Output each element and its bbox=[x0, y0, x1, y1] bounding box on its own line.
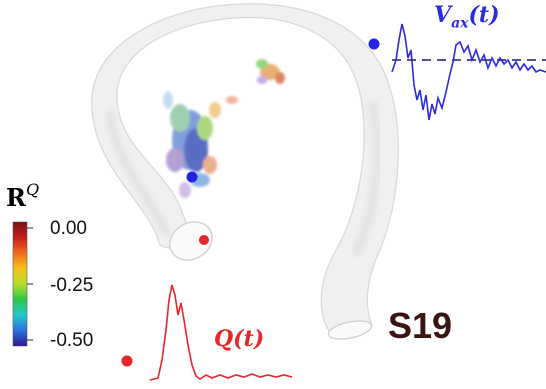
outlet-opening bbox=[327, 320, 373, 340]
inlet-marker-dot bbox=[199, 235, 209, 245]
outlet-signal-marker-dot bbox=[368, 38, 380, 50]
colorbar-title-main: R bbox=[6, 183, 26, 212]
colorbar-tick-label: -0.50 bbox=[50, 330, 94, 351]
subject-label: S19 bbox=[388, 305, 453, 346]
outlet-label-tail: (t) bbox=[468, 2, 500, 28]
aorta-vessel bbox=[91, 3, 399, 336]
inlet-signal-label: Q(t) bbox=[214, 326, 265, 352]
colorbar bbox=[12, 221, 28, 347]
inlet-opening bbox=[169, 221, 213, 261]
outlet-label-subscript: ax bbox=[451, 15, 469, 32]
outlet-signal-label: Vax(t) bbox=[434, 2, 499, 31]
outlet-signal-curve bbox=[391, 23, 546, 121]
vessel-shading-2 bbox=[350, 98, 383, 258]
colorbar-tick-label: 0.00 bbox=[50, 218, 87, 239]
inlet-signal-marker-dot bbox=[121, 355, 133, 367]
residual-field bbox=[163, 59, 285, 198]
inlet-signal-curve bbox=[149, 284, 293, 381]
colorbar-tick-label: -0.25 bbox=[50, 275, 94, 296]
outlet-marker-dot bbox=[186, 171, 198, 183]
colorbar-title-superscript: Q bbox=[25, 180, 40, 199]
vessel-shading bbox=[106, 109, 172, 238]
outlet-label-main: V bbox=[434, 2, 452, 28]
colorbar-title: RQ bbox=[6, 180, 40, 212]
